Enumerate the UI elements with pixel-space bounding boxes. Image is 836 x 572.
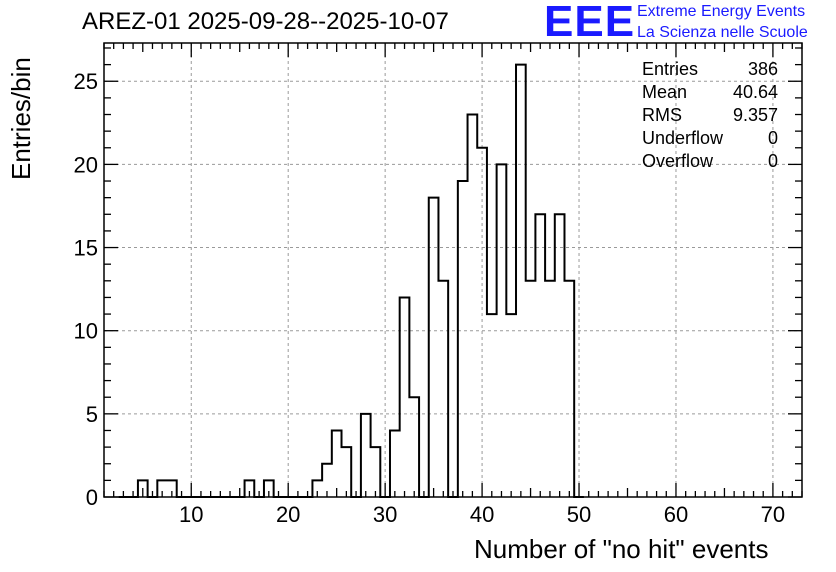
histogram-bin — [564, 281, 574, 497]
logo-subtitle-line1: Extreme Energy Events — [637, 3, 806, 20]
x-tick-label: 40 — [470, 502, 494, 527]
stats-underflow-value: 0 — [767, 128, 778, 148]
histogram-bin — [361, 414, 371, 497]
histogram-bin — [545, 281, 555, 497]
plot-frame — [103, 42, 803, 498]
stats-row-mean: Mean 40.64 — [642, 81, 778, 104]
stats-entries-label: Entries — [642, 59, 699, 79]
stats-row-overflow: Overflow 0 — [642, 150, 778, 173]
histogram-bin — [468, 115, 478, 497]
histogram-bin — [400, 297, 410, 497]
stats-row-underflow: Underflow 0 — [642, 127, 778, 150]
x-tick-label: 70 — [761, 502, 785, 527]
stats-underflow-label: Underflow — [642, 128, 724, 148]
eee-logo: EEE — [544, 0, 636, 46]
x-tick-label: 60 — [664, 502, 688, 527]
histogram-bin — [429, 198, 439, 497]
logo-subtitle-line2: La Scienza nelle Scuole — [637, 24, 808, 41]
stats-overflow-value: 0 — [767, 151, 778, 171]
histogram-bin — [535, 214, 545, 497]
stats-row-entries: Entries 386 — [642, 58, 778, 81]
histogram-bin — [487, 314, 497, 497]
histogram-bin — [390, 430, 400, 497]
x-axis-label: Number of "no hit" events — [474, 534, 769, 564]
histogram-bin — [555, 214, 565, 497]
y-tick-label: 10 — [74, 319, 98, 344]
histogram-bin — [409, 397, 419, 497]
y-tick-label: 5 — [86, 402, 98, 427]
stats-mean-value: 40.64 — [732, 82, 778, 102]
histogram-bin — [458, 181, 468, 497]
histogram-bin — [332, 430, 342, 497]
y-tick-label: 20 — [74, 152, 98, 177]
y-tick-label: 0 — [86, 485, 98, 510]
histogram-bin — [506, 314, 516, 497]
x-tick-label: 20 — [276, 502, 300, 527]
y-tick-label: 15 — [74, 236, 98, 261]
histogram-bin — [342, 447, 352, 497]
x-tick-label: 30 — [373, 502, 397, 527]
stats-entries-value: 386 — [747, 59, 778, 79]
histogram-bin — [371, 447, 381, 497]
stats-box: Entries 386 Mean 40.64 RMS 9.357 Underfl… — [642, 58, 778, 173]
stats-mean-label: Mean — [642, 82, 688, 102]
y-tick-label: 25 — [74, 69, 98, 94]
histogram-bin — [526, 281, 536, 497]
stats-overflow-label: Overflow — [642, 151, 714, 171]
y-axis-label: Entries/bin — [6, 57, 36, 180]
x-tick-label: 50 — [567, 502, 591, 527]
stats-rms-value: 9.357 — [732, 105, 778, 125]
x-tick-label: 10 — [179, 502, 203, 527]
chart-title: AREZ-01 2025-09-28--2025-10-07 — [82, 8, 449, 35]
histogram-bin — [438, 281, 448, 497]
histogram-bin — [516, 65, 526, 497]
histogram-outline — [118, 63, 584, 498]
stats-row-rms: RMS 9.357 — [642, 104, 778, 127]
stats-rms-label: RMS — [642, 105, 682, 125]
